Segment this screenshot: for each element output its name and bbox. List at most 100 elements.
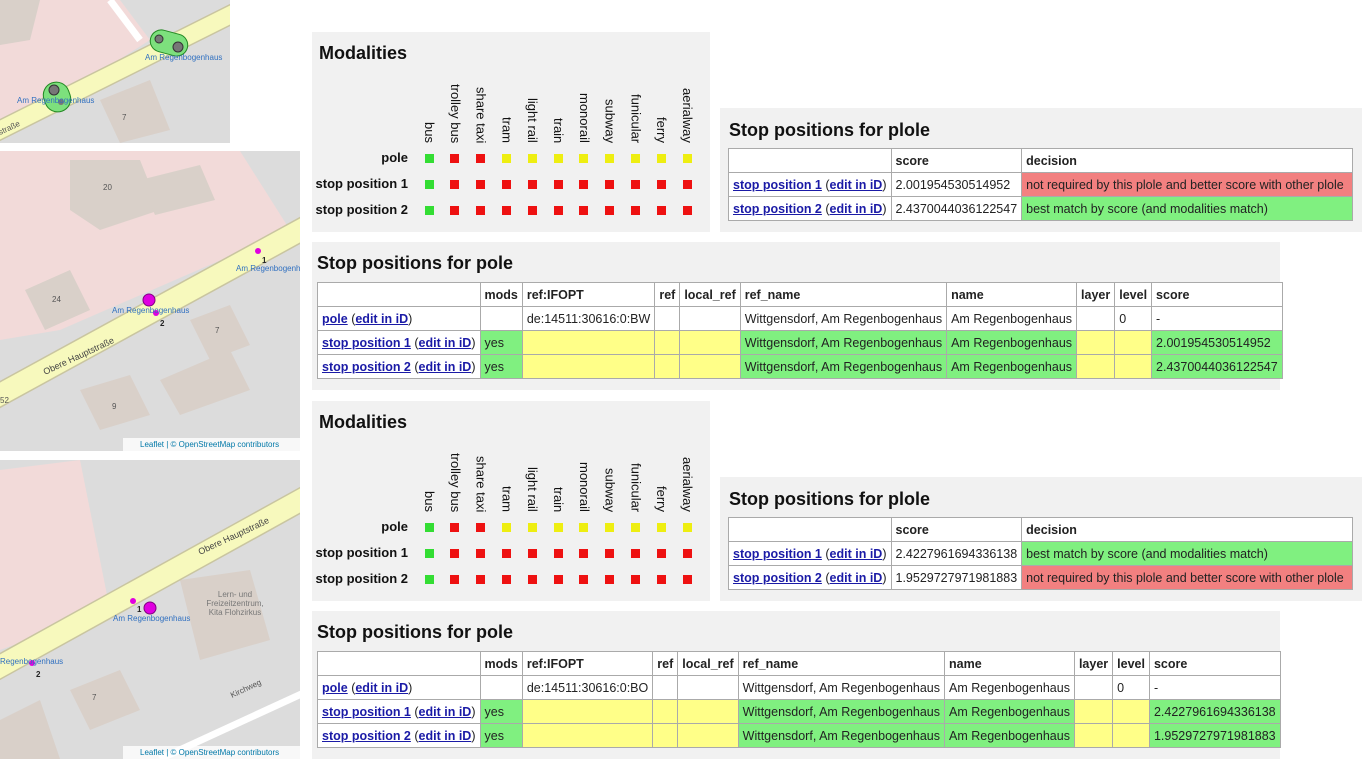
modality-square	[682, 548, 692, 558]
panel-title: Stop positions for pole	[317, 622, 513, 642]
map-attribution[interactable]: Leaflet | © OpenStreetMap contributors	[140, 748, 279, 757]
modality-square	[501, 548, 511, 558]
map-label: 52	[0, 396, 9, 405]
header-cell: level	[1112, 651, 1150, 676]
object-link[interactable]: stop position 1	[322, 704, 411, 719]
object-link[interactable]: pole	[322, 311, 348, 326]
column-header: bus	[422, 122, 437, 143]
object-link[interactable]: stop position 1	[322, 335, 411, 350]
header-cell: level	[1114, 282, 1153, 307]
paren: (	[825, 177, 830, 192]
modality-square	[656, 153, 666, 163]
row: stop position 1 (edit in iD) 2.4227961694…	[728, 541, 1353, 566]
header-cell: decision	[1021, 148, 1353, 173]
modality-square	[605, 205, 615, 215]
header-cell: mods	[479, 282, 523, 307]
header-cell: layer	[1073, 651, 1114, 676]
column-header: monorail	[576, 462, 592, 512]
row-label: stop position 2	[315, 202, 408, 217]
paren: )	[882, 570, 887, 585]
paren: (	[414, 359, 419, 374]
object-link[interactable]: stop position 1	[733, 546, 822, 561]
edit-link[interactable]: edit in iD	[829, 201, 883, 216]
edit-link[interactable]: edit in iD	[355, 311, 409, 326]
header-cell: ref:IFOPT	[521, 651, 654, 676]
header-cell: local_ref	[679, 282, 741, 307]
row: stop position 1 (edit in iD) yes Wittgensd…	[317, 330, 1283, 355]
column-header: tram	[499, 117, 515, 143]
cell	[521, 354, 656, 379]
map-1[interactable]: Am Regenbogenhaus Am Regenbogenhaus stra…	[0, 0, 240, 143]
row: stop position 2 (edit in iD) yes Wittgensd…	[317, 354, 1283, 379]
object-link[interactable]: pole	[322, 680, 348, 695]
cell	[521, 330, 656, 355]
row-label: stop position 1	[315, 176, 408, 191]
modality-square	[605, 574, 615, 584]
modality-square	[424, 548, 434, 558]
cell: 2.4370044036122547	[890, 196, 1023, 221]
object-link[interactable]: stop position 2	[733, 570, 822, 585]
cell	[1073, 723, 1114, 748]
link-cell: stop position 2 (edit in iD)	[728, 196, 892, 221]
cell: -	[1148, 675, 1281, 700]
table: mods ref:IFOPT ref local_ref ref_name name lay…	[317, 651, 1281, 748]
cell: 2.4227961694336138	[1148, 699, 1281, 724]
header-cell: score	[1148, 651, 1281, 676]
modality-square	[527, 548, 537, 558]
edit-link[interactable]: edit in iD	[355, 680, 409, 695]
edit-link[interactable]: edit in iD	[418, 704, 472, 719]
paren: )	[882, 201, 887, 216]
modality-square	[630, 205, 640, 215]
cell	[679, 330, 741, 355]
cell: Am Regenbogenhaus	[946, 330, 1078, 355]
edit-link[interactable]: edit in iD	[418, 335, 472, 350]
modality-square	[424, 205, 434, 215]
header-cell: score	[890, 517, 1023, 542]
header-cell: local_ref	[677, 651, 739, 676]
modality-square	[476, 548, 486, 558]
cell	[479, 675, 523, 700]
object-link[interactable]: stop position 1	[733, 177, 822, 192]
header-cell	[728, 517, 892, 542]
modalities-panel: Modalities bus trolley bus share taxi tram li…	[312, 401, 710, 601]
cell: best match by score (and modalities matc…	[1021, 541, 1353, 566]
cell	[677, 723, 739, 748]
table: score decision stop position 1 (edit in iD…	[728, 148, 1353, 221]
edit-link[interactable]: edit in iD	[418, 359, 472, 374]
cell	[677, 675, 739, 700]
header-cell: ref_name	[739, 282, 948, 307]
table: score decision stop position 1 (edit in iD…	[728, 517, 1353, 590]
modality-square	[630, 548, 640, 558]
link-cell: stop position 1 (edit in iD)	[317, 699, 481, 724]
paren: )	[471, 335, 476, 350]
cell: Wittgensdorf, Am Regenbogenhaus	[737, 699, 946, 724]
cell	[679, 354, 741, 379]
paren: )	[471, 728, 476, 743]
paren: (	[414, 335, 419, 350]
edit-link[interactable]: edit in iD	[829, 546, 883, 561]
edit-link[interactable]: edit in iD	[829, 570, 883, 585]
row: stop position 2 (edit in iD) 1.9529727971…	[728, 565, 1353, 590]
header-cell: decision	[1021, 517, 1353, 542]
cell: de:14511:30616:0:BO	[521, 675, 654, 700]
edit-link[interactable]: edit in iD	[418, 728, 472, 743]
object-link[interactable]: stop position 2	[733, 201, 822, 216]
object-link[interactable]: stop position 2	[322, 728, 411, 743]
cell	[479, 306, 523, 331]
map-label: Am Regenbogenhaus	[113, 614, 190, 623]
map-label: Am Regenbogenhaus	[112, 306, 189, 315]
cell: 1.9529727971981883	[890, 565, 1023, 590]
modality-square	[450, 548, 460, 558]
map-2[interactable]: Am Regenbogenhaus Am Regenbogenhaus Ober…	[0, 151, 300, 451]
map-label: 1	[137, 605, 142, 614]
map-attribution[interactable]: Leaflet | © OpenStreetMap contributors	[140, 440, 279, 449]
header-cell: score	[890, 148, 1023, 173]
map-3[interactable]: Obere Hauptstraße Am Regenbogenhaus Rege…	[0, 460, 300, 759]
pole-panel: Stop positions for pole mods ref:IFOPT ref l…	[312, 242, 1283, 390]
cell	[654, 306, 681, 331]
modality-square	[579, 179, 589, 189]
edit-link[interactable]: edit in iD	[829, 177, 883, 192]
modality-square	[424, 153, 434, 163]
cell: 0	[1112, 675, 1150, 700]
object-link[interactable]: stop position 2	[322, 359, 411, 374]
